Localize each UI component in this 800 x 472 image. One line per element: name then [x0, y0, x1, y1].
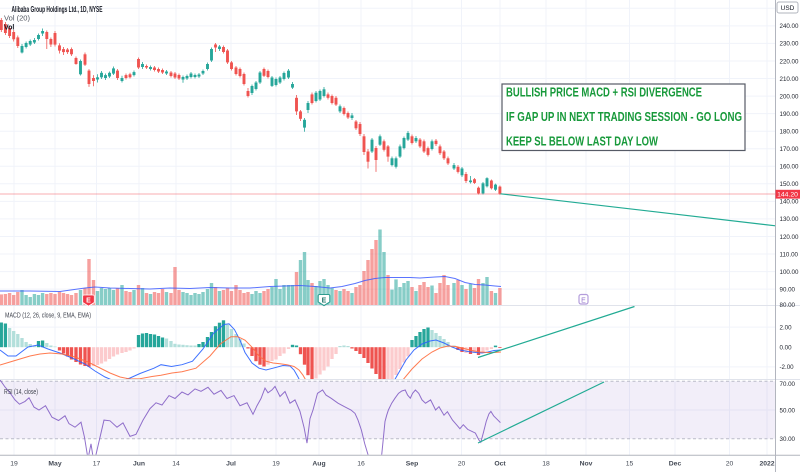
svg-text:17: 17: [93, 461, 101, 468]
svg-text:14: 14: [172, 461, 180, 468]
svg-text:KEEP SL BELOW LAST DAY LOW: KEEP SL BELOW LAST DAY LOW: [506, 134, 659, 149]
svg-text:E: E: [581, 297, 586, 304]
svg-text:120.00: 120.00: [780, 234, 799, 241]
svg-text:E: E: [322, 298, 327, 305]
svg-text:144.20: 144.20: [777, 192, 798, 199]
svg-text:Alibaba Group Holdings Ltd., 1: Alibaba Group Holdings Ltd., 1D, NYSE: [12, 5, 103, 14]
svg-text:15: 15: [626, 461, 634, 468]
svg-text:USD: USD: [781, 5, 795, 12]
svg-text:140.00: 140.00: [780, 199, 799, 206]
svg-text:170.00: 170.00: [780, 146, 799, 153]
svg-text:220.00: 220.00: [780, 58, 799, 65]
svg-text:70.00: 70.00: [780, 381, 796, 388]
svg-text:50.00: 50.00: [780, 407, 796, 414]
svg-text:Jun: Jun: [133, 461, 145, 468]
svg-text:2.00: 2.00: [780, 324, 793, 331]
svg-text:Dec: Dec: [669, 461, 682, 468]
svg-text:MACD (12, 26, close, 9, EMA, E: MACD (12, 26, close, 9, EMA, EMA): [5, 311, 91, 320]
svg-text:Sep: Sep: [406, 461, 418, 468]
svg-text:-2.00: -2.00: [780, 364, 795, 371]
svg-text:30.00: 30.00: [780, 436, 796, 443]
svg-text:20: 20: [726, 461, 734, 468]
svg-text:90.00: 90.00: [780, 286, 796, 293]
svg-text:80.00: 80.00: [780, 302, 796, 309]
svg-text:0.00: 0.00: [780, 345, 793, 352]
svg-text:Oct: Oct: [494, 461, 506, 468]
svg-text:BULLISH PRICE MACD + RSI DIVER: BULLISH PRICE MACD + RSI DIVERGENCE: [506, 85, 702, 100]
svg-text:190.00: 190.00: [780, 111, 799, 118]
svg-text:210.00: 210.00: [780, 76, 799, 83]
svg-text:19: 19: [272, 461, 280, 468]
svg-text:E: E: [86, 298, 91, 305]
svg-text:240.00: 240.00: [780, 23, 799, 30]
svg-text:100.00: 100.00: [780, 269, 799, 276]
svg-text:May: May: [48, 461, 61, 468]
svg-text:200.00: 200.00: [780, 93, 799, 100]
svg-text:16: 16: [357, 461, 365, 468]
svg-text:Jul: Jul: [226, 461, 236, 468]
svg-text:Vol (20): Vol (20): [4, 16, 30, 23]
svg-text:110.00: 110.00: [780, 251, 799, 258]
svg-text:Aug: Aug: [312, 461, 325, 468]
svg-text:IF GAP UP IN NEXT TRADING SESS: IF GAP UP IN NEXT TRADING SESSION - GO L…: [506, 109, 742, 124]
svg-text:19: 19: [10, 461, 18, 468]
svg-text:Nov: Nov: [580, 461, 593, 468]
svg-text:130.00: 130.00: [780, 216, 799, 223]
svg-text:160.00: 160.00: [780, 164, 799, 171]
svg-text:Vol: Vol: [4, 25, 14, 32]
svg-text:180.00: 180.00: [780, 129, 799, 136]
svg-text:230.00: 230.00: [780, 41, 799, 48]
svg-text:2022: 2022: [759, 461, 774, 468]
svg-text:RSI (14, close): RSI (14, close): [4, 387, 38, 396]
svg-text:18: 18: [542, 461, 550, 468]
svg-text:20: 20: [458, 461, 466, 468]
svg-text:150.00: 150.00: [780, 181, 799, 188]
